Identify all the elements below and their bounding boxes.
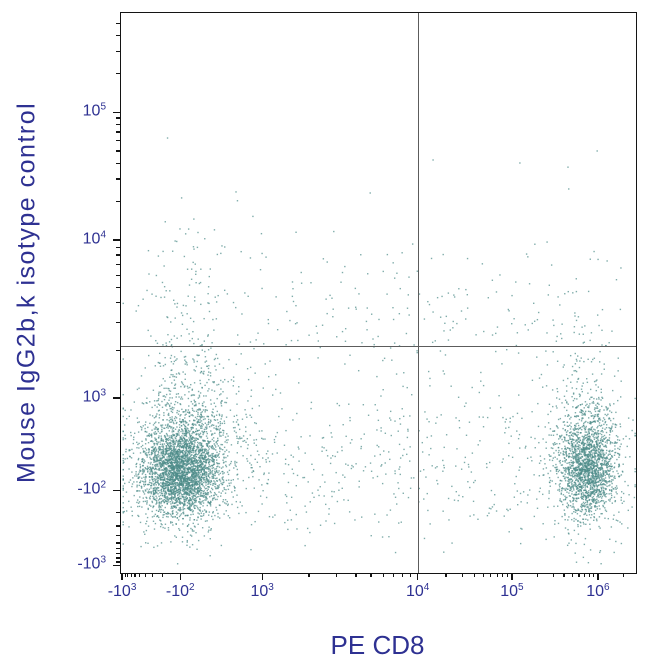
y-minor-tick bbox=[116, 557, 120, 559]
y-minor-tick bbox=[116, 263, 120, 266]
x-minor-tick bbox=[461, 573, 464, 577]
x-major-tick bbox=[597, 573, 599, 580]
x-minor-tick bbox=[138, 573, 141, 577]
x-minor-tick bbox=[402, 573, 404, 577]
y-tick-label: 103 bbox=[82, 387, 106, 406]
y-minor-tick bbox=[116, 162, 120, 164]
x-minor-tick bbox=[502, 573, 504, 577]
x-minor-tick bbox=[482, 573, 485, 577]
y-minor-tick bbox=[116, 123, 120, 126]
x-minor-tick bbox=[409, 573, 412, 577]
y-axis-tick-labels: 105 104 103 -102 -103 bbox=[0, 12, 106, 573]
x-minor-tick bbox=[370, 573, 372, 577]
quadrant-gate-horizontal-line bbox=[121, 345, 636, 347]
x-minor-tick bbox=[571, 573, 573, 577]
y-major-tick bbox=[113, 111, 120, 113]
x-minor-tick bbox=[473, 573, 476, 577]
x-minor-tick bbox=[392, 573, 395, 577]
x-minor-tick bbox=[162, 573, 164, 577]
x-minor-tick bbox=[496, 573, 499, 577]
y-minor-tick bbox=[116, 274, 120, 276]
y-minor-tick bbox=[116, 542, 120, 544]
y-minor-tick bbox=[116, 254, 120, 256]
x-minor-tick bbox=[490, 573, 492, 577]
y-major-tick bbox=[113, 239, 120, 241]
x-minor-tick bbox=[308, 573, 310, 577]
y-tick-label: -103 bbox=[77, 554, 106, 573]
x-tick-label: -103 bbox=[107, 582, 137, 600]
x-tick-label: 104 bbox=[405, 582, 430, 600]
x-minor-tick bbox=[578, 573, 580, 577]
x-minor-tick bbox=[382, 573, 384, 577]
x-major-tick bbox=[511, 573, 513, 580]
y-major-tick bbox=[113, 397, 120, 399]
x-tick-label: -102 bbox=[165, 582, 195, 600]
scatter-canvas bbox=[121, 13, 636, 573]
x-minor-tick bbox=[623, 573, 625, 577]
y-minor-tick bbox=[116, 200, 120, 202]
x-minor-tick bbox=[583, 573, 586, 577]
y-minor-tick bbox=[116, 22, 120, 24]
y-minor-tick bbox=[116, 117, 120, 119]
y-minor-tick bbox=[116, 73, 120, 75]
x-minor-tick bbox=[144, 573, 146, 577]
x-minor-tick bbox=[335, 573, 337, 577]
y-minor-tick bbox=[116, 131, 120, 133]
y-tick-label: 105 bbox=[82, 101, 106, 120]
plot-area bbox=[120, 12, 637, 574]
x-tick-label: 103 bbox=[250, 582, 274, 600]
x-major-tick bbox=[417, 573, 419, 580]
y-minor-tick bbox=[116, 50, 120, 52]
x-major-tick bbox=[179, 573, 181, 580]
y-minor-tick bbox=[116, 178, 120, 180]
y-minor-tick bbox=[116, 349, 120, 351]
x-minor-tick bbox=[127, 573, 129, 577]
y-minor-tick bbox=[116, 302, 120, 304]
y-minor-tick bbox=[116, 561, 120, 563]
y-minor-tick bbox=[116, 525, 120, 527]
x-axis-label: PE CD8 bbox=[330, 630, 425, 660]
x-major-tick bbox=[261, 573, 263, 580]
x-minor-tick bbox=[134, 573, 136, 577]
x-axis-tick-marks bbox=[120, 573, 635, 585]
y-minor-tick bbox=[116, 34, 120, 37]
x-minor-tick bbox=[124, 573, 126, 577]
y-minor-tick bbox=[116, 150, 120, 152]
y-minor-tick bbox=[116, 246, 120, 248]
y-axis-tick-marks bbox=[109, 12, 120, 572]
x-minor-tick bbox=[130, 573, 133, 577]
y-minor-tick bbox=[116, 535, 120, 537]
y-tick-label: -102 bbox=[77, 479, 106, 498]
y-major-tick bbox=[113, 564, 120, 566]
x-tick-label: 105 bbox=[500, 582, 524, 600]
x-minor-tick bbox=[445, 573, 447, 577]
x-minor-tick bbox=[552, 573, 554, 577]
x-minor-tick bbox=[507, 573, 509, 577]
y-minor-tick bbox=[116, 140, 120, 142]
x-minor-tick bbox=[563, 573, 565, 577]
y-major-tick bbox=[113, 489, 120, 491]
x-minor-tick bbox=[593, 573, 595, 577]
x-minor-tick bbox=[589, 573, 591, 577]
x-axis-tick-labels: -103 -102 103 104 105 106 bbox=[108, 582, 635, 608]
x-minor-tick bbox=[151, 573, 154, 577]
y-minor-tick bbox=[116, 512, 120, 514]
quadrant-gate-vertical-line bbox=[417, 13, 419, 573]
y-minor-tick bbox=[116, 321, 120, 323]
y-minor-tick bbox=[116, 552, 120, 555]
y-minor-tick bbox=[116, 547, 120, 550]
x-major-tick bbox=[121, 573, 123, 580]
y-minor-tick bbox=[116, 286, 120, 289]
x-minor-tick bbox=[355, 573, 357, 577]
x-tick-label: 106 bbox=[586, 582, 610, 600]
x-minor-tick bbox=[537, 573, 539, 577]
y-tick-label: 104 bbox=[82, 229, 106, 248]
